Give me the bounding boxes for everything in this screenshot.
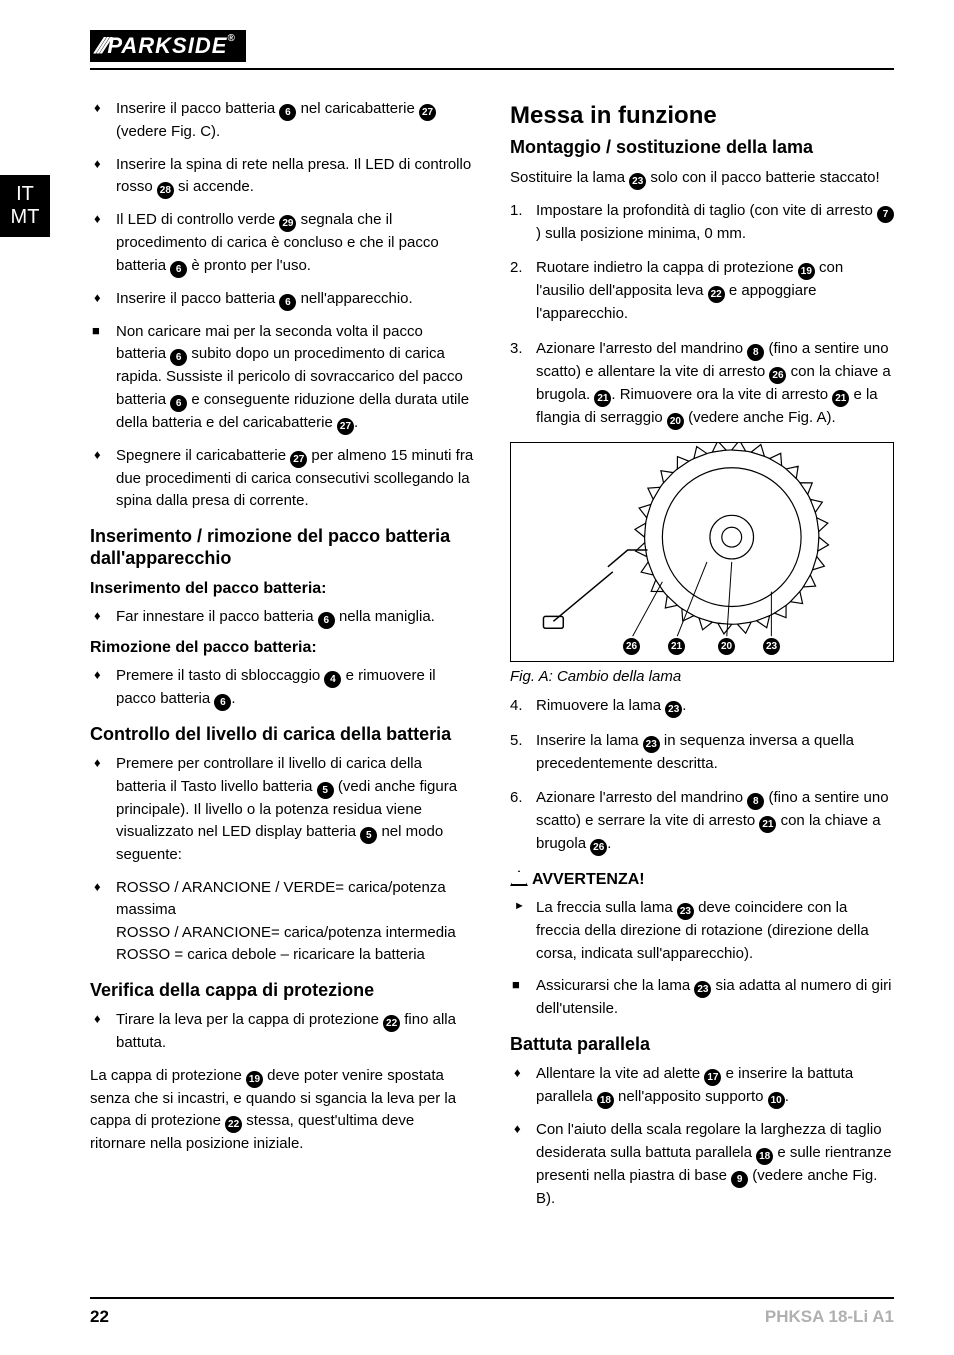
list-item: Far innestare il pacco batteria 6 nella … <box>90 606 474 629</box>
list-item: Allentare la vite ad alette 17 e inserir… <box>510 1063 894 1109</box>
list-item: Non caricare mai per la seconda volta il… <box>90 321 474 435</box>
model-number: PHKSA 18-Li A1 <box>765 1307 894 1327</box>
list-item: Assicurarsi che la lama 23 sia adatta al… <box>510 975 894 1021</box>
heading-parallel-fence: Battuta parallela <box>510 1033 894 1056</box>
warning-title: AVVERTENZA! <box>510 870 894 889</box>
list-item: Il LED di controllo verde 29 segnala che… <box>90 209 474 278</box>
bullets-top: Inserire il pacco batteria 6 nel caricab… <box>90 98 474 311</box>
list-item: Con l'aiuto della scala regolare la larg… <box>510 1119 894 1210</box>
bullets-mid: Spegnere il caricabatterie 27 per almeno… <box>90 445 474 513</box>
guard-paragraph: La cappa di protezione 19 deve poter ven… <box>90 1065 474 1156</box>
heading-charge-check: Controllo del livello di carica della ba… <box>90 723 474 746</box>
bullets-charge: Premere per controllare il livello di ca… <box>90 753 474 967</box>
list-item: Spegnere il caricabatterie 27 per almeno… <box>90 445 474 513</box>
page-footer: 22 PHKSA 18-Li A1 <box>90 1297 894 1327</box>
list-item: ROSSO / ARANCIONE / VERDE= carica/potenz… <box>90 877 474 967</box>
warning-icon <box>510 870 528 886</box>
right-column: Messa in funzione Montaggio / sostituzio… <box>510 98 894 1220</box>
list-item: Tirare la leva per la cappa di protezion… <box>90 1009 474 1055</box>
square-note: Non caricare mai per la seconda volta il… <box>90 321 474 435</box>
bullets-insert: Far innestare il pacco batteria 6 nella … <box>90 606 474 629</box>
list-item: Inserire il pacco batteria 6 nell'appare… <box>90 288 474 311</box>
list-item: Azionare l'arresto del mandrino 8 (fino … <box>510 338 894 430</box>
warning-square-list: Assicurarsi che la lama 23 sia adatta al… <box>510 975 894 1021</box>
steps-4-6: Rimuovere la lama 23. Inserire la lama 23… <box>510 695 894 857</box>
heading-blade: Montaggio / sostituzione della lama <box>510 136 894 159</box>
bullets-parallel: Allentare la vite ad alette 17 e inserir… <box>510 1063 894 1210</box>
left-column: Inserire il pacco batteria 6 nel caricab… <box>90 98 474 1220</box>
page-number: 22 <box>90 1307 109 1327</box>
list-item: Inserire la spina di rete nella presa. I… <box>90 154 474 200</box>
list-item: Rimuovere la lama 23. <box>510 695 894 718</box>
header: ///PARKSIDE® <box>90 30 894 70</box>
steps-1-3: Impostare la profondità di taglio (con v… <box>510 200 894 430</box>
list-item: Impostare la profondità di taglio (con v… <box>510 200 894 246</box>
list-item: Inserire la lama 23 in sequenza inversa … <box>510 730 894 776</box>
list-item: Ruotare indietro la cappa di protezione … <box>510 257 894 326</box>
brand-logo: ///PARKSIDE® <box>90 30 246 62</box>
language-tab: IT MT <box>0 175 50 237</box>
list-item: Inserire il pacco batteria 6 nel caricab… <box>90 98 474 144</box>
heading-guard-check: Verifica della cappa di protezione <box>90 979 474 1002</box>
subheading-insert: Inserimento del pacco batteria: <box>90 580 474 598</box>
bullets-remove: Premere il tasto di sbloccaggio 4 e rimu… <box>90 665 474 711</box>
figure-a: 26 21 20 23 <box>510 442 894 662</box>
blade-intro: Sostituire la lama 23 solo con il pacco … <box>510 167 894 190</box>
warning-arrow-list: La freccia sulla lama 23 deve coincidere… <box>510 897 894 965</box>
subheading-remove: Rimozione del pacco batteria: <box>90 639 474 657</box>
list-item: La freccia sulla lama 23 deve coincidere… <box>510 897 894 965</box>
heading-insert-remove: Inserimento / rimozione del pacco batter… <box>90 525 474 570</box>
list-item: Premere il tasto di sbloccaggio 4 e rimu… <box>90 665 474 711</box>
list-item: Premere per controllare il livello di ca… <box>90 753 474 867</box>
heading-main: Messa in funzione <box>510 102 894 130</box>
list-item: Azionare l'arresto del mandrino 8 (fino … <box>510 787 894 856</box>
bullets-guard: Tirare la leva per la cappa di protezion… <box>90 1009 474 1055</box>
figure-a-caption: Fig. A: Cambio della lama <box>510 668 894 685</box>
